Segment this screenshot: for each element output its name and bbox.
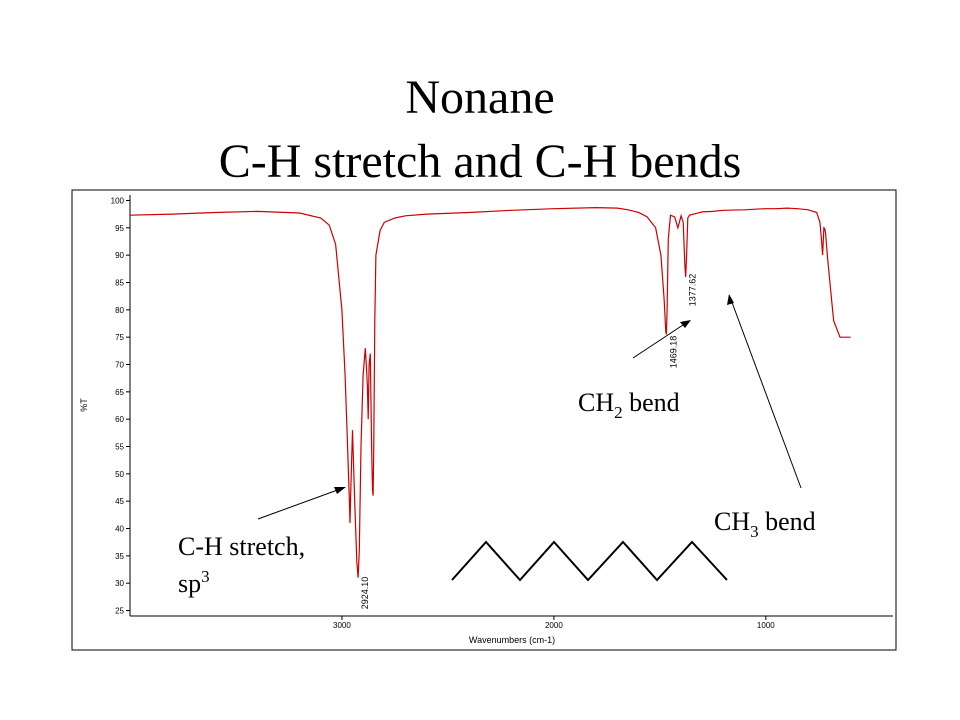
y-tick-label: 70	[115, 360, 124, 369]
spectrum-line	[129, 206, 851, 578]
x-tick-label: 2000	[545, 621, 563, 630]
peak-label: 1377.62	[688, 274, 698, 307]
nonane-zigzag-structure	[451, 540, 728, 582]
y-tick-label: 75	[115, 333, 124, 342]
y-tick-label: 50	[115, 470, 124, 479]
x-tick-label: 1000	[757, 621, 775, 630]
peak-label: 1469.18	[668, 336, 678, 369]
y-tick-label: 35	[115, 552, 124, 561]
y-tick-label: 65	[115, 388, 124, 397]
ch2-bend-arrow	[632, 320, 691, 359]
y-tick-label: 40	[115, 525, 124, 534]
y-axis-label: %T	[79, 398, 89, 412]
y-tick-label: 30	[115, 579, 124, 588]
ch-stretch-annotation: C-H stretch,	[178, 532, 305, 561]
peak-label: 2924.10	[360, 577, 370, 610]
y-tick-label: 45	[115, 497, 124, 506]
slide-title-line1: Nonane	[405, 71, 555, 124]
x-tick-label: 3000	[333, 621, 351, 630]
y-tick-label: 85	[115, 278, 124, 287]
y-tick-label: 80	[115, 306, 124, 315]
y-tick-label: 90	[115, 251, 124, 260]
y-tick-label: 25	[115, 607, 124, 616]
y-tick-label: 100	[111, 196, 125, 205]
slide-title-line2: C-H stretch and C-H bends	[218, 135, 742, 188]
ch3-bend-arrow	[727, 294, 802, 489]
y-tick-label: 60	[115, 415, 124, 424]
chart-border	[71, 189, 897, 651]
y-tick-label: 55	[115, 443, 124, 452]
x-axis-label: Wavenumbers (cm-1)	[469, 635, 555, 645]
y-tick-label: 95	[115, 224, 124, 233]
ch3-bend-annotation: CH3 bend	[714, 507, 816, 541]
ch-stretch-arrow	[257, 487, 346, 520]
sp3-annotation: sp3	[178, 567, 210, 598]
ch2-bend-annotation: CH2 bend	[578, 388, 680, 422]
